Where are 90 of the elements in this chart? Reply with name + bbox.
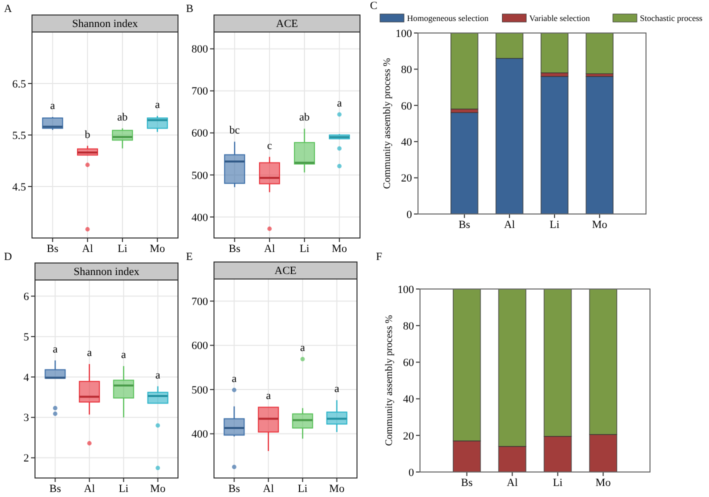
y-tick-label: 3 [24, 412, 30, 424]
x-tick-label: Bs [228, 483, 240, 495]
y-tick-label: 6.5 [12, 78, 26, 90]
x-tick-label: Li [300, 243, 310, 255]
annotation: a [155, 369, 160, 382]
annotation: a [86, 347, 92, 360]
bar [540, 76, 568, 214]
x-tick-label: Mo [596, 477, 612, 489]
y-tick-label: 20 [401, 172, 412, 185]
annotation: a [52, 343, 58, 356]
x-tick-label: Bs [458, 219, 470, 231]
y-tick-label: 40 [401, 136, 412, 148]
y-tick-label: 60 [403, 357, 414, 370]
y-tick-label: 100 [396, 28, 412, 40]
annotation: a [266, 390, 271, 402]
y-tick-label: 40 [403, 394, 414, 406]
y-tick-label: 100 [398, 284, 414, 296]
bar [450, 32, 478, 110]
text: B [186, 3, 194, 15]
x-tick-label: Mo [150, 483, 166, 495]
y-axis-title: Community assembly process % [384, 315, 395, 446]
x-tick-label: Li [118, 243, 128, 255]
x-tick-label: Al [506, 477, 518, 489]
x-tick-label: Bs [228, 243, 240, 255]
bar [586, 76, 614, 214]
bar [540, 32, 568, 74]
annotation: b [84, 128, 91, 141]
y-tick-label: 20 [403, 430, 414, 442]
annotation: bc [229, 124, 240, 137]
annotation: a [334, 383, 340, 396]
y-axis-title: Community assembly process % [382, 58, 393, 189]
legend-label: Variable selection [529, 13, 591, 23]
chart-title: Shannon index [72, 18, 138, 30]
annotation: c [267, 140, 272, 152]
legend-label: Homogeneous selection [407, 13, 490, 23]
chart-title: Shannon index [74, 266, 140, 278]
annotation: ab [117, 111, 128, 124]
y-tick-label: 800 [192, 44, 208, 56]
text: D [4, 251, 12, 263]
x-tick-label: Li [118, 483, 128, 495]
chart-title: ACE [276, 18, 298, 30]
y-tick-label: 80 [403, 320, 414, 332]
x-tick-label: Li [298, 483, 308, 495]
y-tick-label: 400 [192, 428, 208, 441]
x-tick-label: Mo [329, 483, 345, 495]
annotation: a [336, 97, 342, 110]
x-tick-label: Li [550, 219, 560, 231]
y-tick-label: 400 [192, 212, 208, 224]
y-tick-label: 700 [192, 86, 208, 98]
x-tick-label: Bs [46, 243, 58, 255]
annotation: a [121, 349, 126, 362]
y-tick-label: 80 [401, 64, 412, 76]
y-tick-label: 500 [192, 170, 208, 182]
x-tick-label: Al [504, 219, 515, 231]
annotation: ab [299, 112, 310, 124]
y-tick-label: 5 [24, 331, 30, 344]
y-tick-label: 0 [408, 466, 414, 479]
bar [586, 32, 614, 74]
y-tick-label: 6 [24, 291, 30, 304]
y-tick-label: 0 [406, 208, 412, 221]
annotation: a [232, 373, 237, 385]
y-tick-label: 5.5 [12, 130, 26, 142]
text: E [186, 251, 193, 263]
text: F [376, 251, 382, 263]
text: A [4, 3, 12, 15]
legend-label: Stochastic process [640, 13, 702, 23]
x-tick-label: Li [552, 477, 563, 489]
x-tick-label: Mo [332, 243, 348, 255]
annotation: a [154, 98, 160, 111]
y-tick-label: 4 [24, 372, 30, 384]
y-tick-label: 2 [24, 452, 29, 465]
x-tick-label: Al [84, 483, 95, 495]
y-tick-label: 60 [401, 100, 412, 112]
annotation: a [50, 100, 56, 112]
y-tick-label: 700 [192, 296, 208, 308]
x-tick-label: Al [264, 243, 276, 255]
x-tick-label: Bs [461, 477, 473, 489]
bar [450, 112, 478, 214]
y-tick-label: 500 [192, 384, 208, 396]
x-tick-label: Al [262, 483, 274, 495]
y-tick-label: 4.5 [12, 181, 26, 194]
x-tick-label: Mo [592, 219, 608, 231]
y-tick-label: 600 [192, 340, 208, 352]
x-tick-label: Mo [150, 243, 166, 255]
x-tick-label: Al [82, 243, 94, 255]
chart-title: ACE [274, 265, 297, 277]
text: C [370, 0, 378, 12]
y-tick-label: 600 [192, 128, 208, 140]
x-tick-label: Bs [49, 483, 61, 495]
annotation: a [300, 342, 306, 354]
